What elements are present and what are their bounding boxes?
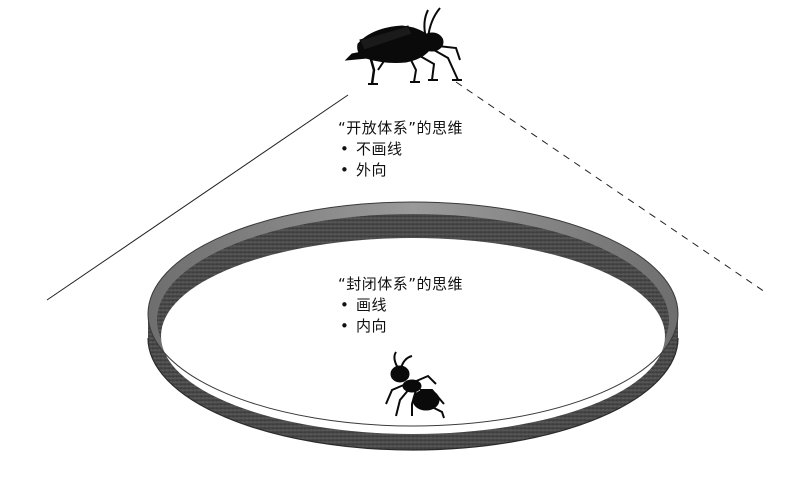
open-system-bullet-2: • 外向 [340,161,388,179]
solid-line [46,94,349,301]
closed-system-heading: “封闭体系”的思维 [338,275,464,293]
open-system-bullet-1: • 不画线 [340,140,403,158]
closed-system-bullet-2: • 内向 [340,317,388,335]
dashed-line [455,81,766,293]
ring-boundary [147,201,679,451]
grasshopper-icon [344,7,462,85]
closed-system-text: “封闭体系”的思维 • 画线 • 内向 [338,274,463,337]
ant-icon [385,351,445,419]
open-system-text: “开放体系”的思维 • 不画线 • 外向 [338,118,463,181]
closed-system-bullet-1: • 画线 [340,296,388,314]
open-system-heading: “开放体系”的思维 [338,119,464,137]
